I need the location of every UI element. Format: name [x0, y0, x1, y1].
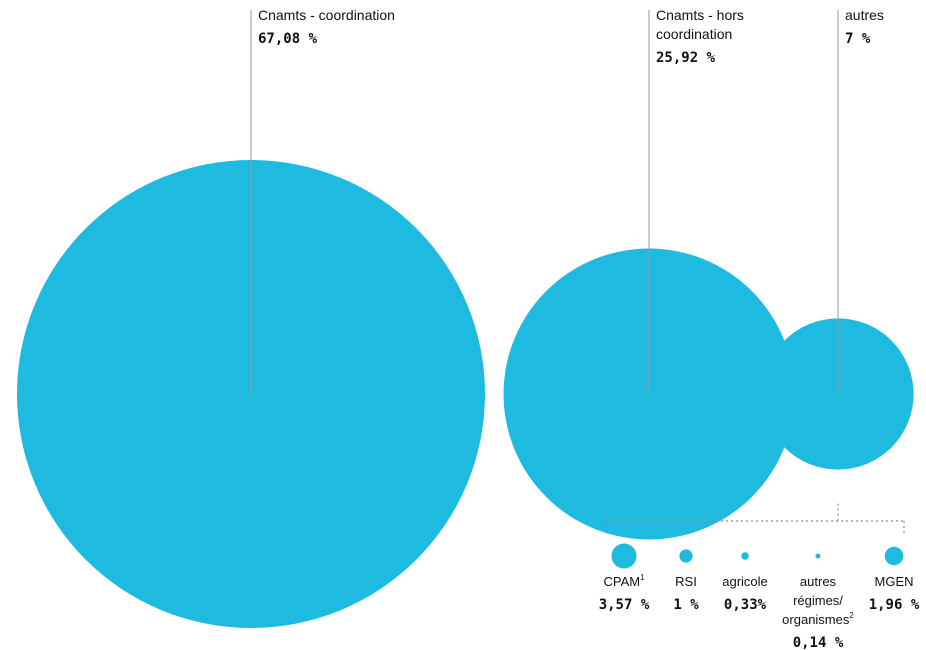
breakdown-value-4: 1,96 % [869, 597, 920, 613]
breakdown-bubble-1 [679, 549, 693, 563]
breakdown-bubble-0 [611, 543, 637, 569]
bubble-label-1: Cnamts - hors [656, 7, 744, 23]
breakdown-label-0: CPAM1 [603, 573, 645, 589]
breakdown-bubble-2 [741, 552, 749, 560]
breakdown-value-0: 3,57 % [599, 597, 650, 613]
bubble-value-0: 67,08 % [258, 31, 318, 47]
main-bubbles: Cnamts - coordination 67,08 % Cnamts - hor… [17, 7, 914, 628]
breakdown-label-2: agricole [722, 574, 768, 589]
bubble-value-2: 7 % [845, 31, 871, 47]
breakdown-label-3: autres [800, 574, 837, 589]
breakdown-label-3: régimes/ [793, 593, 843, 608]
breakdown-bracket [605, 503, 905, 533]
bubble-label-0: Cnamts - coordination [258, 7, 395, 23]
breakdown-bubble-3 [815, 553, 821, 559]
breakdown-bubble-4 [884, 546, 904, 566]
breakdown-label-1: RSI [675, 574, 697, 589]
breakdown-bubbles: CPAM1 3,57 % RSI 1 % agricole 0,33% autres régi… [599, 543, 920, 650]
bubble-value-1: 25,92 % [656, 50, 716, 66]
breakdown-value-2: 0,33% [724, 597, 767, 613]
breakdown-label-3: organismes2 [782, 611, 854, 627]
breakdown-label-4: MGEN [875, 574, 914, 589]
bubble-label-1: coordination [656, 26, 732, 42]
breakdown-value-1: 1 % [673, 597, 699, 613]
bubble-label-2: autres [845, 7, 884, 23]
breakdown-value-3: 0,14 % [793, 635, 844, 650]
